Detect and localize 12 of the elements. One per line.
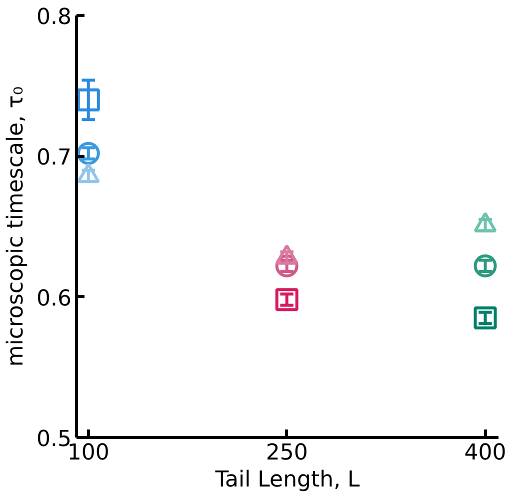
point [474, 306, 497, 330]
point [474, 254, 497, 278]
y-tick-label: 0.7 [36, 146, 72, 171]
x-tick-label: 250 [266, 440, 308, 466]
y-tick-label: 0.6 [36, 286, 72, 312]
point [76, 142, 100, 165]
y-tick-label: 0.8 [36, 5, 72, 30]
point [76, 88, 100, 112]
y-axis-title: microscopic timescale, τ₀ [4, 86, 29, 367]
x-tick-label: 400 [464, 440, 506, 466]
x-axis-title: Tail Length, L [214, 468, 361, 492]
point [275, 288, 298, 312]
